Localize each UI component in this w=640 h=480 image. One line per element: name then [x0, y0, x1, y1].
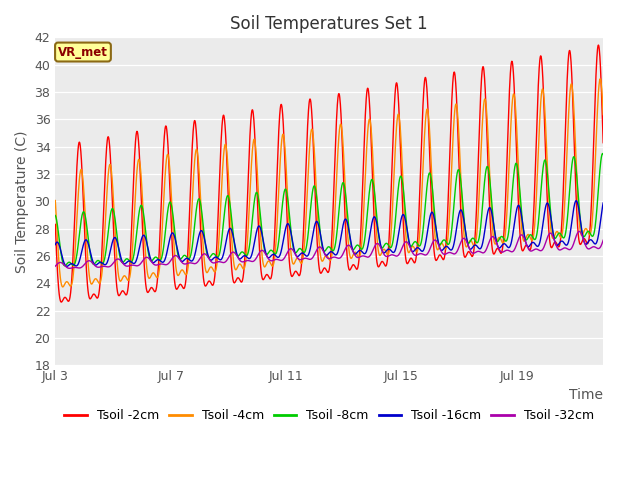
Tsoil -4cm	[51, 198, 59, 204]
Tsoil -8cm	[404, 234, 412, 240]
Tsoil -32cm	[70, 264, 77, 270]
Text: Time: Time	[569, 388, 603, 402]
Tsoil -16cm	[70, 262, 77, 267]
Tsoil -4cm	[586, 232, 593, 238]
Tsoil -4cm	[153, 275, 161, 280]
Tsoil -2cm	[586, 230, 593, 236]
Legend: Tsoil -2cm, Tsoil -4cm, Tsoil -8cm, Tsoil -16cm, Tsoil -32cm: Tsoil -2cm, Tsoil -4cm, Tsoil -8cm, Tsoi…	[60, 404, 599, 427]
Tsoil -4cm	[596, 76, 604, 82]
Tsoil -32cm	[575, 228, 583, 234]
Tsoil -8cm	[51, 213, 59, 218]
Tsoil -16cm	[91, 262, 99, 268]
Tsoil -2cm	[404, 260, 412, 266]
Tsoil -16cm	[572, 198, 580, 204]
Line: Tsoil -4cm: Tsoil -4cm	[55, 79, 603, 287]
Tsoil -2cm	[599, 140, 607, 145]
Tsoil -16cm	[51, 242, 59, 248]
Tsoil -32cm	[586, 246, 594, 252]
Line: Tsoil -2cm: Tsoil -2cm	[55, 45, 603, 302]
Tsoil -2cm	[227, 245, 234, 251]
Tsoil -2cm	[51, 222, 59, 228]
Tsoil -32cm	[51, 263, 59, 269]
Tsoil -2cm	[595, 42, 602, 48]
Tsoil -16cm	[227, 226, 234, 231]
Tsoil -16cm	[404, 232, 412, 238]
Tsoil -8cm	[586, 229, 593, 235]
Y-axis label: Soil Temperature (C): Soil Temperature (C)	[15, 130, 29, 273]
Tsoil -32cm	[91, 263, 99, 268]
Tsoil -8cm	[70, 263, 77, 268]
Tsoil -4cm	[59, 284, 67, 290]
Tsoil -32cm	[599, 237, 607, 243]
Tsoil -16cm	[599, 200, 607, 206]
Line: Tsoil -8cm: Tsoil -8cm	[55, 154, 603, 266]
Tsoil -8cm	[227, 204, 234, 210]
Tsoil -8cm	[91, 261, 99, 266]
Tsoil -2cm	[91, 292, 99, 298]
Line: Tsoil -32cm: Tsoil -32cm	[55, 231, 603, 268]
Tsoil -8cm	[599, 151, 607, 156]
Tsoil -16cm	[63, 264, 70, 269]
Tsoil -32cm	[227, 252, 234, 257]
Tsoil -2cm	[70, 247, 77, 253]
Tsoil -2cm	[153, 282, 161, 288]
Tsoil -16cm	[153, 257, 161, 263]
Tsoil -4cm	[599, 112, 607, 118]
Tsoil -2cm	[58, 299, 65, 305]
Tsoil -32cm	[65, 265, 73, 271]
Tsoil -8cm	[61, 263, 68, 269]
Line: Tsoil -16cm: Tsoil -16cm	[55, 201, 603, 266]
Tsoil -32cm	[153, 262, 161, 268]
Tsoil -8cm	[153, 255, 161, 261]
Text: VR_met: VR_met	[58, 46, 108, 59]
Title: Soil Temperatures Set 1: Soil Temperatures Set 1	[230, 15, 428, 33]
Tsoil -4cm	[227, 212, 234, 217]
Tsoil -32cm	[404, 240, 412, 246]
Tsoil -4cm	[91, 276, 99, 282]
Tsoil -8cm	[599, 152, 607, 157]
Tsoil -16cm	[586, 237, 594, 243]
Tsoil -4cm	[404, 249, 412, 254]
Tsoil -4cm	[70, 271, 77, 277]
